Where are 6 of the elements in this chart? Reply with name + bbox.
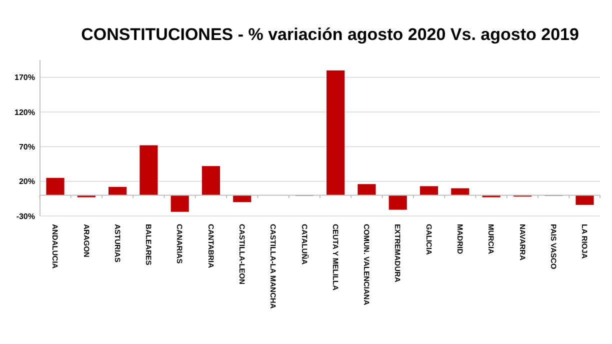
- chart-title: CONSTITUCIONES - % variación agosto 2020 Vs. agosto 2019: [81, 25, 579, 44]
- y-tick-label: 20%: [18, 177, 35, 186]
- y-tick-label: -30%: [16, 212, 35, 221]
- y-tick-label: 120%: [14, 108, 35, 117]
- y-tick-label: 170%: [14, 73, 35, 82]
- y-tick-label: 70%: [18, 142, 35, 152]
